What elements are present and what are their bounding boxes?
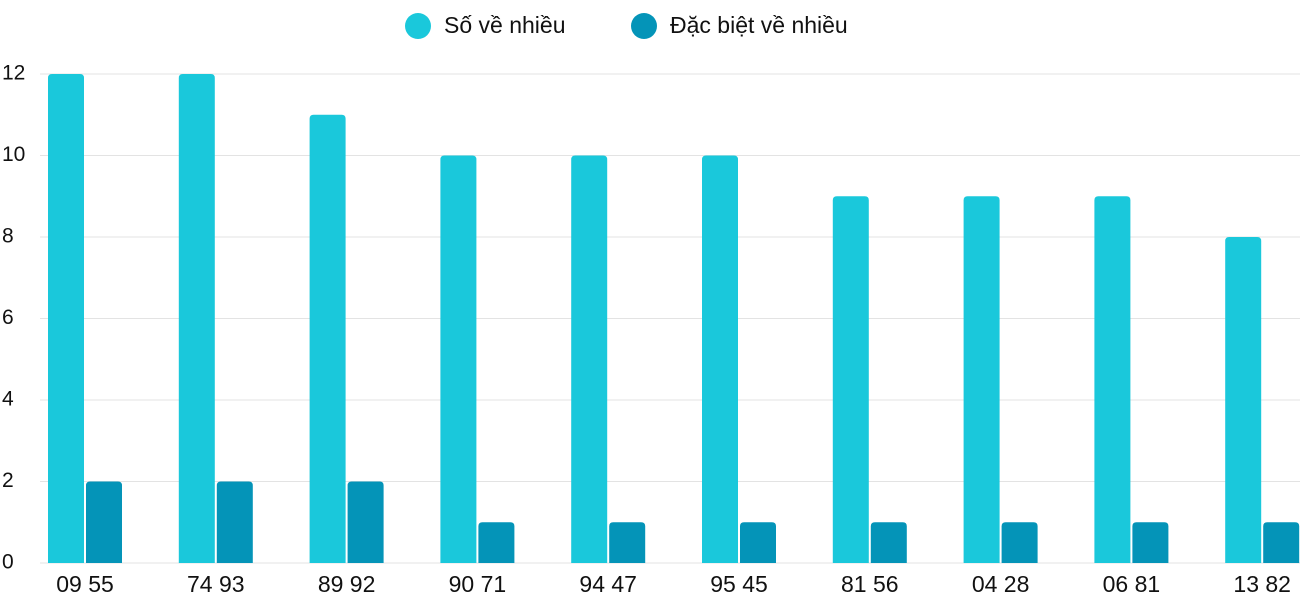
bar <box>1132 522 1169 563</box>
bar <box>1225 237 1262 563</box>
bar <box>740 522 776 563</box>
legend-label[interactable]: Đặc biệt về nhiều <box>670 12 848 38</box>
bar <box>870 522 907 563</box>
x-tick-label: 04 28 <box>972 571 1030 597</box>
bar <box>309 114 346 563</box>
bar <box>1001 522 1038 563</box>
bar <box>571 155 608 563</box>
x-tick-label: 90 71 <box>449 571 507 597</box>
x-tick-label: 94 47 <box>579 571 637 597</box>
legend-label[interactable]: Số về nhiều <box>444 12 565 38</box>
bar <box>1263 522 1300 563</box>
bar <box>478 522 515 563</box>
bar <box>832 196 869 563</box>
y-tick-label: 4 <box>2 388 14 411</box>
y-tick-label: 8 <box>2 225 14 248</box>
y-tick-label: 10 <box>2 143 25 166</box>
y-tick-label: 6 <box>2 306 14 329</box>
bar <box>178 74 215 563</box>
x-tick-label: 74 93 <box>187 571 245 597</box>
bar <box>216 481 253 563</box>
bar <box>86 481 122 563</box>
bar <box>48 74 84 563</box>
bar <box>347 481 384 563</box>
legend-marker[interactable] <box>405 13 431 39</box>
x-tick-label: 06 81 <box>1103 571 1161 597</box>
bar <box>609 522 646 563</box>
x-tick-label: 89 92 <box>318 571 376 597</box>
x-tick-label: 09 55 <box>56 571 114 597</box>
bar <box>440 155 477 563</box>
x-tick-label: 13 82 <box>1233 571 1291 597</box>
bar <box>963 196 1000 563</box>
bar <box>702 155 738 563</box>
y-tick-label: 0 <box>2 551 14 574</box>
bar <box>1094 196 1131 563</box>
y-tick-label: 2 <box>2 469 14 492</box>
y-tick-label: 12 <box>2 62 25 85</box>
x-tick-label: 81 56 <box>841 571 899 597</box>
legend-marker[interactable] <box>631 13 657 39</box>
x-tick-label: 95 45 <box>710 571 768 597</box>
